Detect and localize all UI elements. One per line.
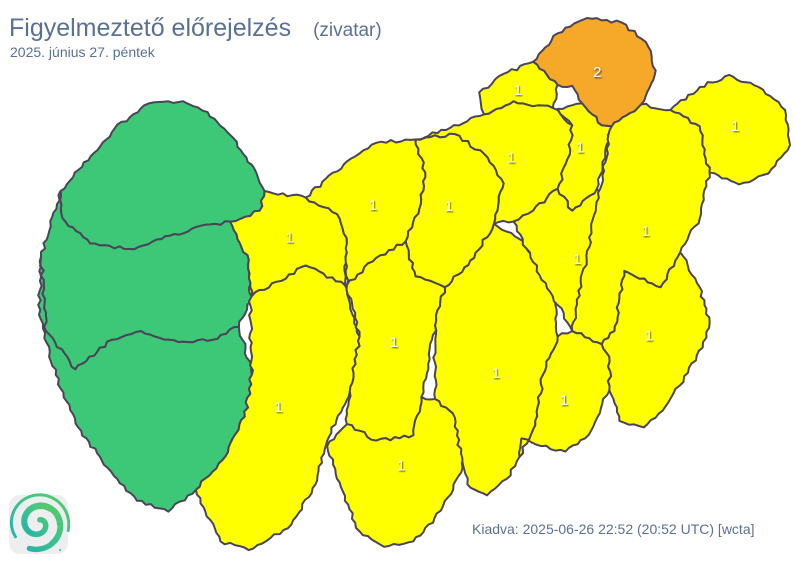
svg-text:1: 1 xyxy=(573,251,581,268)
svg-text:1: 1 xyxy=(576,139,584,156)
svg-text:1: 1 xyxy=(641,223,649,240)
svg-text:1: 1 xyxy=(645,328,653,345)
svg-text:1: 1 xyxy=(492,365,500,382)
svg-text:1: 1 xyxy=(390,334,398,351)
svg-text:1: 1 xyxy=(274,399,282,416)
svg-text:1: 1 xyxy=(445,198,453,215)
svg-text:1: 1 xyxy=(285,229,293,246)
svg-text:1: 1 xyxy=(731,118,739,135)
svg-text:1: 1 xyxy=(514,82,522,99)
svg-text:1: 1 xyxy=(560,392,568,409)
svg-text:1: 1 xyxy=(397,458,405,475)
svg-text:1: 1 xyxy=(369,197,377,214)
svg-text:1: 1 xyxy=(507,150,515,167)
svg-text:2: 2 xyxy=(593,64,601,81)
